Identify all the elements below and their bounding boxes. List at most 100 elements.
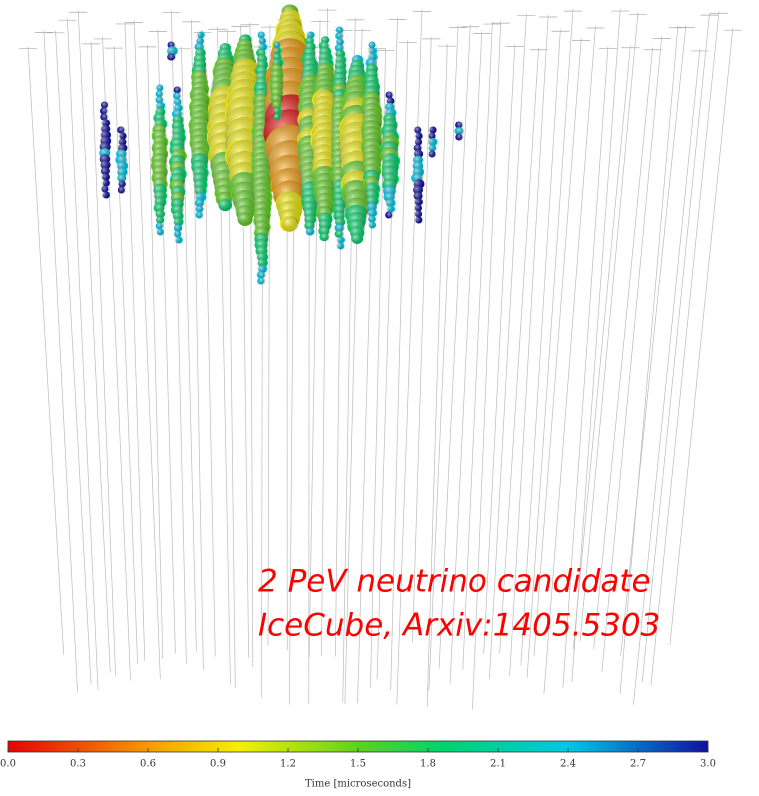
string <box>489 13 527 680</box>
string <box>601 36 663 672</box>
hit-shade <box>281 216 299 232</box>
hit-shade <box>174 236 182 244</box>
colorbar-tick-label: 3.0 <box>700 759 716 770</box>
hit-shade <box>196 37 204 45</box>
string <box>472 21 502 710</box>
hit-shade <box>101 107 109 115</box>
hit-shade <box>368 221 376 229</box>
hit-shade <box>237 212 253 226</box>
hit-shade <box>386 205 394 213</box>
string <box>669 28 734 646</box>
colorbar-tick-label: 2.7 <box>630 759 646 770</box>
string <box>67 18 99 690</box>
hit-shade <box>386 97 394 105</box>
string <box>438 24 471 669</box>
hit-shade <box>117 173 127 183</box>
colorbar-tick-label: 0.9 <box>210 759 226 770</box>
string <box>147 44 164 660</box>
hit-shade <box>118 132 126 140</box>
hit-shade <box>271 93 283 105</box>
hit-shade <box>414 144 422 152</box>
hit-shade <box>273 41 281 49</box>
colorbar-tick-label: 2.1 <box>490 759 506 770</box>
hit-shade <box>368 41 376 49</box>
hit-shade <box>428 132 436 140</box>
hit-shade <box>414 210 422 218</box>
hit-shade <box>336 32 344 40</box>
hit-shade <box>427 138 437 146</box>
hit-shade <box>174 98 182 106</box>
hit-shade <box>196 31 204 39</box>
hits <box>99 4 465 285</box>
string <box>619 25 679 695</box>
colorbar-tick-label: 0.3 <box>70 759 86 770</box>
string <box>571 9 621 683</box>
hit-shade <box>258 37 266 45</box>
colorbar-label: Time [microseconds] <box>305 779 411 790</box>
hit-shade <box>156 222 164 230</box>
hit-shade <box>196 211 204 219</box>
hit-shade <box>258 271 266 279</box>
hit-shade <box>196 205 204 213</box>
hit-shade <box>118 126 126 134</box>
hit-shade <box>101 173 109 181</box>
colorbar-tick-label: 1.2 <box>280 759 296 770</box>
string <box>579 12 639 641</box>
string <box>483 44 516 654</box>
hit-shade <box>336 242 344 250</box>
string <box>462 22 493 670</box>
hit-shade <box>414 198 422 206</box>
hit-shade <box>257 258 267 268</box>
hit-shade <box>174 92 182 100</box>
hit-shade <box>156 228 164 236</box>
hit-shade <box>368 47 376 55</box>
colorbar-tick-label: 0.6 <box>140 759 156 770</box>
string <box>572 45 631 650</box>
hit-shade <box>414 204 422 212</box>
string <box>412 36 432 643</box>
hit-shade <box>335 44 345 52</box>
hit-shade <box>367 208 377 218</box>
colorbar-tick-label: 1.8 <box>420 759 436 770</box>
hit-shade <box>118 180 126 188</box>
colorbar-tick-label: 1.5 <box>350 759 366 770</box>
string <box>499 47 539 654</box>
string <box>449 31 483 684</box>
hit-shade <box>368 215 376 223</box>
hit-shade <box>414 132 422 140</box>
hit-shade <box>336 236 344 244</box>
string <box>650 11 720 686</box>
hit-shade <box>156 96 164 104</box>
hit-shade <box>386 211 394 219</box>
hit-shade <box>257 264 267 274</box>
hit-shade <box>118 138 126 146</box>
hit-shade <box>413 185 423 195</box>
hit-shade <box>335 223 345 233</box>
hit-shade <box>455 127 465 135</box>
hit-shade <box>166 46 178 56</box>
string <box>55 30 92 685</box>
string <box>593 47 653 650</box>
string <box>520 29 561 666</box>
string <box>641 13 710 683</box>
string <box>124 21 146 661</box>
string <box>396 9 423 705</box>
hit-shade <box>336 26 344 34</box>
annotation-line: 2 PeV neutrino candidate <box>258 564 651 600</box>
string <box>533 38 582 657</box>
hit-shade <box>273 47 281 55</box>
hit-shade <box>101 185 109 193</box>
hit-shade <box>156 84 164 92</box>
string <box>428 25 459 691</box>
hit-shade <box>173 224 183 232</box>
hit-shade <box>414 216 422 224</box>
hit-shade <box>101 113 109 121</box>
hit-shade <box>155 216 165 224</box>
hit-shade <box>100 160 110 170</box>
hit-shade <box>101 119 109 127</box>
hit-shade <box>101 179 109 187</box>
hit-shade <box>218 199 232 212</box>
string <box>562 46 609 688</box>
hit-shade <box>414 138 422 146</box>
